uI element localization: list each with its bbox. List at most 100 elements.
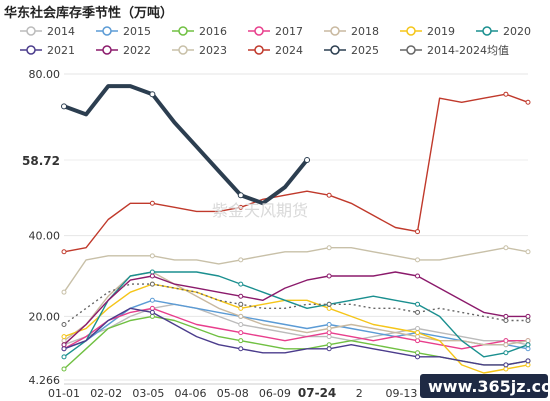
series-point-2017 <box>326 330 332 336</box>
series-point-2019 <box>326 305 332 311</box>
series-point-2023 <box>238 257 244 263</box>
series-point-2019 <box>503 366 509 372</box>
legend-item-2021: 2021 <box>20 44 75 57</box>
y-tick-label: 20.00 <box>29 310 61 323</box>
legend-marker <box>178 45 188 55</box>
series-point-2022 <box>238 293 244 299</box>
series-point-2020 <box>525 342 531 348</box>
series-point-2014-2024均值 <box>415 309 421 315</box>
series-point-2015 <box>149 297 155 303</box>
series-point-2017 <box>149 305 155 311</box>
y-tick-label: 4.266 <box>29 374 61 387</box>
series-point-2015 <box>326 322 332 328</box>
x-tick-label: 2 <box>356 387 363 400</box>
series-point-2023 <box>326 245 332 251</box>
series-point-2014-2024均值 <box>238 301 244 307</box>
legend-marker <box>26 26 36 36</box>
series-line-2015 <box>63 299 529 350</box>
series-point-2021 <box>149 309 155 315</box>
series-point-2017 <box>415 338 421 344</box>
series-point-2014 <box>326 334 332 340</box>
series-point-2016 <box>61 366 67 372</box>
legend-item-2014-2024均值: 2014-2024均值 <box>400 44 509 57</box>
series-point-2016 <box>326 342 332 348</box>
series-point-2023 <box>149 253 155 259</box>
legend-label: 2024 <box>275 44 303 57</box>
series-point-2024 <box>238 204 244 210</box>
series-point-2020 <box>149 269 155 275</box>
series-point-2023 <box>415 257 421 263</box>
legend-label: 2014-2024均值 <box>427 44 509 57</box>
series-point-2018 <box>525 338 531 344</box>
legend-item-2017: 2017 <box>248 25 303 38</box>
x-tick-label: 06-09 <box>259 387 291 400</box>
series-point-2021 <box>415 354 421 360</box>
series-point-2025 <box>304 156 311 163</box>
legend-label: 2018 <box>351 25 379 38</box>
series-lines <box>61 84 531 374</box>
series-point-2014-2024均值 <box>525 317 531 323</box>
legend-label: 2019 <box>427 25 455 38</box>
series-point-2022 <box>503 313 509 319</box>
legend-item-2019: 2019 <box>400 25 455 38</box>
legend-label: 2020 <box>503 25 531 38</box>
series-point-2024 <box>61 249 67 255</box>
site-badge: www.365jz.com <box>420 374 550 398</box>
series-point-2023 <box>61 289 67 295</box>
series-point-2016 <box>238 338 244 344</box>
legend-label: 2025 <box>351 44 379 57</box>
series-point-2014 <box>415 326 421 332</box>
legend-item-2016: 2016 <box>172 25 227 38</box>
legend-label: 2021 <box>47 44 75 57</box>
series-line-2020 <box>63 271 529 358</box>
watermark: 紫金天风期货 <box>212 201 308 220</box>
series-line-2024 <box>63 93 529 253</box>
series-point-2014-2024均值 <box>61 322 67 328</box>
legend-label: 2023 <box>199 44 227 57</box>
series-point-2019 <box>525 362 531 368</box>
chart-title: 华东社会库存季节性（万吨） <box>4 6 174 21</box>
legend-label: 2022 <box>123 44 151 57</box>
series-point-2014-2024均值 <box>149 281 155 287</box>
series-point-2017 <box>503 338 509 344</box>
legend-item-2015: 2015 <box>96 25 151 38</box>
y-tick-label: 80.00 <box>29 68 61 81</box>
series-point-2016 <box>149 313 155 319</box>
svg-text:www.365jz.com: www.365jz.com <box>428 377 550 396</box>
series-point-2019 <box>415 330 421 336</box>
legend-label: 2015 <box>123 25 151 38</box>
legend-label: 2017 <box>275 25 303 38</box>
legend-item-2014: 2014 <box>20 25 75 38</box>
legend-item-2022: 2022 <box>96 44 151 57</box>
legend-marker <box>330 45 340 55</box>
series-line-2025 <box>63 84 309 206</box>
series-point-2024 <box>326 192 332 198</box>
x-tick-label: 05-08 <box>217 387 249 400</box>
series-point-2023 <box>503 245 509 251</box>
series-point-2018 <box>61 338 67 344</box>
series-point-2025 <box>237 192 244 199</box>
legend-marker <box>26 45 36 55</box>
x-tick-label: 04-06 <box>175 387 207 400</box>
series-point-2018 <box>326 326 332 332</box>
series-point-2018 <box>238 313 244 319</box>
legend-marker <box>102 26 112 36</box>
series-point-2020 <box>503 350 509 356</box>
legend-marker <box>482 26 492 36</box>
series-point-2025 <box>61 103 67 110</box>
series-point-2014-2024均值 <box>326 301 332 307</box>
series-point-2021 <box>61 346 67 352</box>
y-current-label: 58.72 <box>22 154 60 168</box>
series-line-2022 <box>63 271 528 346</box>
series-point-2024 <box>525 99 531 105</box>
y-tick-label: 40.00 <box>29 230 61 243</box>
series-point-2021 <box>238 346 244 352</box>
series-point-2020 <box>415 301 421 307</box>
series-point-2024 <box>503 91 509 97</box>
series-point-2022 <box>415 273 421 279</box>
series-point-2018 <box>415 334 421 340</box>
legend-marker <box>406 45 416 55</box>
series-line-2014 <box>63 303 529 346</box>
legend-item-2023: 2023 <box>172 44 227 57</box>
series-point-2022 <box>326 273 332 279</box>
